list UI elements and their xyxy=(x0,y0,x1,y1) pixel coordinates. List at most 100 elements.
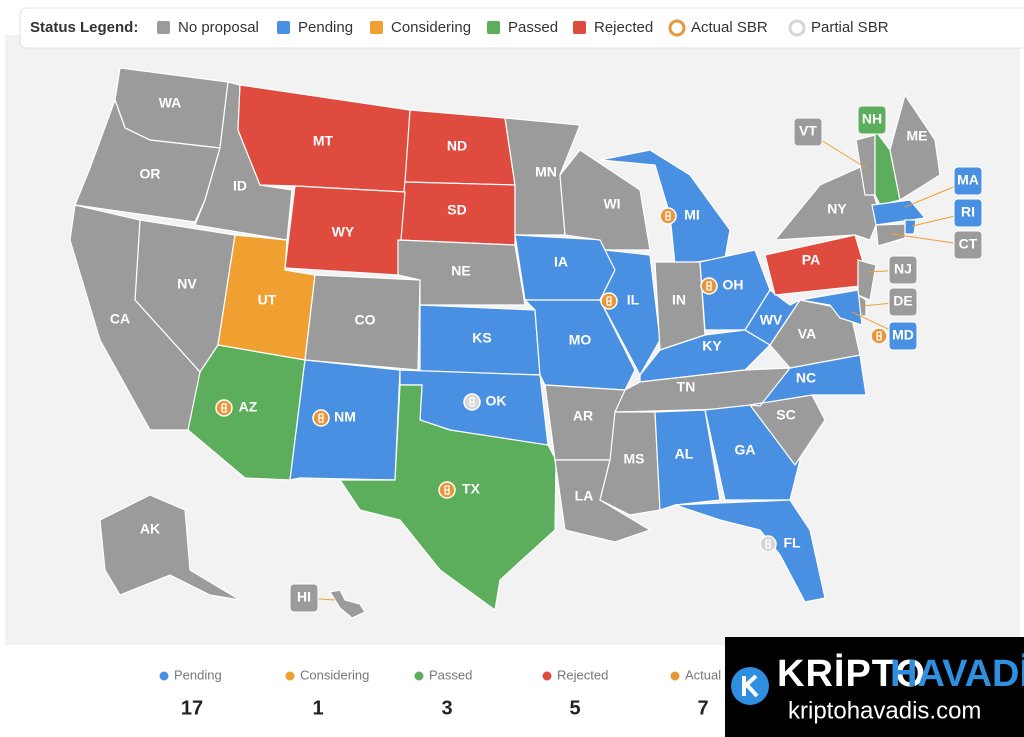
state-label: WY xyxy=(332,224,355,240)
state xyxy=(744,289,802,346)
stat-label: Actual S xyxy=(685,667,734,682)
state-label: AR xyxy=(573,408,593,424)
legend-icon xyxy=(668,19,686,37)
state-label: FL xyxy=(783,535,801,551)
state-label: KY xyxy=(702,338,722,354)
state-callout xyxy=(953,230,983,260)
state-label: MD xyxy=(892,327,914,343)
state-label: MT xyxy=(313,133,334,149)
state-label: OH xyxy=(723,277,744,293)
legend-swatch xyxy=(370,21,383,34)
state-label: MA xyxy=(957,172,979,188)
state-label: NV xyxy=(177,276,197,292)
state-label: WV xyxy=(760,312,783,328)
state-label: SC xyxy=(776,407,795,423)
state-label: LA xyxy=(575,488,594,504)
state-callout xyxy=(888,287,918,317)
state xyxy=(704,404,801,501)
stat-value: 1 xyxy=(312,697,323,719)
state xyxy=(904,219,917,235)
sbr-icon-glyph xyxy=(765,539,771,549)
legend-swatch xyxy=(573,21,586,34)
state-label: HI xyxy=(297,589,311,605)
watermark-brand: HAVADİS xyxy=(890,653,1024,695)
state-label: IA xyxy=(554,254,568,270)
state-label: KS xyxy=(472,330,491,346)
stat-label: Considering xyxy=(300,667,369,682)
legend-swatch xyxy=(487,21,500,34)
state-label: MO xyxy=(569,332,592,348)
state-label: VT xyxy=(799,123,817,139)
state-label: ND xyxy=(447,138,467,154)
stat-value: 7 xyxy=(697,697,708,719)
state-label: NM xyxy=(334,409,356,425)
state xyxy=(304,274,421,371)
sbr-icon-glyph xyxy=(876,331,882,341)
state-label: ME xyxy=(907,128,928,144)
stat-dot xyxy=(414,671,424,681)
sbr-icon-glyph xyxy=(665,211,671,221)
stat-dot xyxy=(542,671,552,681)
state xyxy=(289,359,401,481)
state-callout xyxy=(953,198,983,228)
state-label: PA xyxy=(802,252,820,268)
state xyxy=(857,259,877,301)
state-callout xyxy=(793,117,823,147)
stat-label: Rejected xyxy=(557,667,608,682)
legend-label: Considering xyxy=(391,19,471,36)
state-callout xyxy=(888,321,918,351)
state-label: NJ xyxy=(894,261,912,277)
legend-label: Partial SBR xyxy=(811,19,889,36)
state-callout xyxy=(289,583,319,613)
sbr-icon-glyph xyxy=(318,413,324,423)
legend-title: Status Legend: xyxy=(30,19,138,36)
legend-swatch xyxy=(157,21,170,34)
state xyxy=(99,494,241,601)
state-label: AZ xyxy=(239,399,258,415)
state-label: WI xyxy=(603,196,620,212)
state-label: RI xyxy=(961,204,975,220)
state xyxy=(654,409,721,511)
stat-value: 3 xyxy=(441,697,452,719)
state-label: IL xyxy=(627,292,640,308)
state xyxy=(674,499,826,603)
state-label: CT xyxy=(959,236,978,252)
legend-icon xyxy=(788,19,806,37)
stat-dot xyxy=(285,671,295,681)
watermark-url: kriptohavadis.com xyxy=(788,697,981,724)
legend-label: Actual SBR xyxy=(691,19,768,36)
state-label: CA xyxy=(110,311,130,327)
state-callout xyxy=(888,255,918,285)
state-label: AK xyxy=(140,521,160,537)
stats: Pending 17 Considering 1 Passed 3 Rejected 5 Act… xyxy=(159,667,734,719)
legend: No proposal Pending Considering Passed Rejec… xyxy=(157,19,889,37)
stat-value: 17 xyxy=(181,697,203,719)
state-label: NC xyxy=(796,370,816,386)
sbr-icon-glyph xyxy=(444,485,450,495)
state-label: VA xyxy=(798,326,816,342)
state-label: AL xyxy=(675,446,694,462)
state xyxy=(875,223,906,247)
state xyxy=(559,149,651,251)
map: WA OR ID MT ND SD WY NV CA UT CO AZ NM NE KS OK TX MN IA MO… xyxy=(69,67,983,619)
state-label: GA xyxy=(735,442,756,458)
stat-dot xyxy=(670,671,680,681)
state xyxy=(889,93,941,201)
state-label: MN xyxy=(535,164,557,180)
state-label: OK xyxy=(486,393,507,409)
stat-label: Passed xyxy=(429,667,472,682)
state-label: NY xyxy=(827,201,847,217)
state-label: CO xyxy=(355,312,376,328)
state-label: NE xyxy=(451,263,470,279)
state-callout xyxy=(953,166,983,196)
watermark-logo-k xyxy=(742,674,759,698)
state xyxy=(799,289,863,326)
watermark-brand: KRİPTO xyxy=(777,653,926,695)
state-label: UT xyxy=(258,292,277,308)
state-label: DE xyxy=(893,293,912,309)
stat-value: 5 xyxy=(569,697,580,719)
state xyxy=(329,589,366,619)
legend-swatch xyxy=(277,21,290,34)
state xyxy=(871,199,927,226)
